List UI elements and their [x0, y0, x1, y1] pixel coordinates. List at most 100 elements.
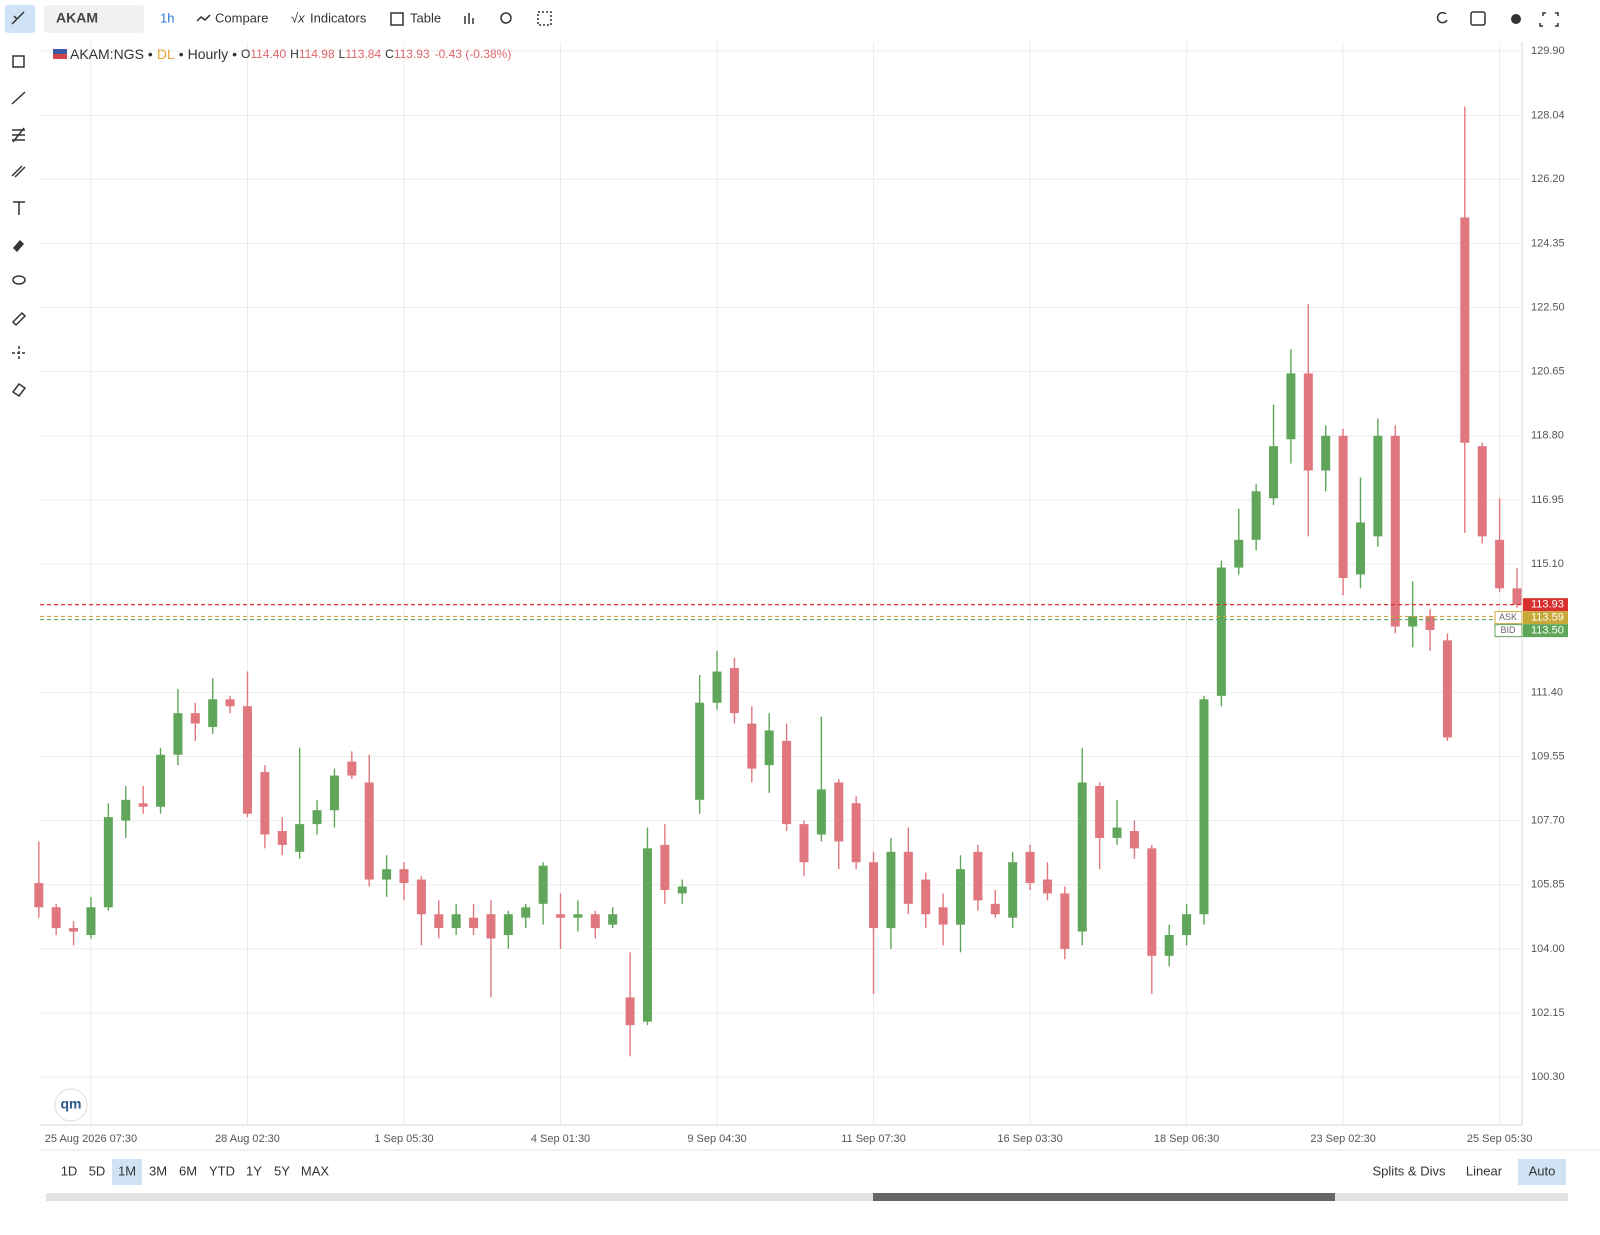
crosshair-tool[interactable]: [12, 346, 26, 360]
candle-body: [34, 883, 44, 908]
fib-tool[interactable]: [12, 127, 25, 143]
x-tick-label: 4 Sep 01:30: [531, 1133, 590, 1145]
y-tick-label: 102.15: [1531, 1007, 1565, 1019]
range-button[interactable]: 5Y: [274, 1163, 290, 1178]
candle-body: [103, 817, 113, 908]
range-button[interactable]: 1M: [118, 1163, 136, 1178]
range-button[interactable]: YTD: [209, 1163, 235, 1178]
candle-body: [1199, 699, 1209, 915]
y-tick-label: 122.50: [1531, 301, 1565, 313]
range-button[interactable]: MAX: [301, 1163, 330, 1178]
symbol-text: AKAM: [56, 10, 98, 26]
price-tag-name-box: [1494, 611, 1523, 625]
price-tag-label: 113.59: [1531, 612, 1564, 624]
fit-button[interactable]: [537, 11, 552, 26]
candle-body: [625, 997, 635, 1026]
compare-button[interactable]: Compare: [215, 10, 268, 25]
range-button[interactable]: 1D: [61, 1163, 78, 1178]
interval-button[interactable]: 1h: [160, 10, 174, 25]
price-tag-label: 113.93: [1531, 599, 1564, 611]
refresh-button[interactable]: [1436, 11, 1448, 24]
legend-separator: •: [232, 46, 237, 62]
candle-body: [729, 668, 739, 714]
candle-body: [138, 803, 148, 807]
candle-body: [51, 907, 61, 929]
candle-body: [1129, 831, 1139, 849]
candle-body: [712, 671, 722, 703]
y-tick-label: 105.85: [1531, 879, 1565, 891]
zoom-button[interactable]: [500, 12, 512, 24]
table-button[interactable]: Table: [410, 10, 441, 25]
rect-tool[interactable]: [12, 55, 25, 68]
y-tick-label: 109.55: [1531, 750, 1565, 762]
top-toolbar: AKAM 1h Compare √x Indicators Table: [5, 5, 1559, 33]
x-tick-label: 23 Sep 02:30: [1310, 1133, 1375, 1145]
candle-body: [1112, 827, 1122, 838]
candle-body: [990, 903, 1000, 915]
scale-button[interactable]: Linear: [1466, 1163, 1503, 1178]
candle-body: [329, 775, 339, 811]
candle-body: [1286, 373, 1296, 440]
candle-body: [1216, 567, 1226, 696]
text-tool[interactable]: [13, 201, 25, 215]
y-tick-label: 107.70: [1531, 815, 1565, 827]
line-tool[interactable]: [11, 91, 26, 105]
candle-body: [225, 699, 235, 707]
candle-body: [86, 907, 96, 936]
y-tick-label: 104.00: [1531, 943, 1565, 955]
x-tick-label: 25 Aug 2026 07:30: [45, 1133, 137, 1145]
scrollbar-track[interactable]: [46, 1193, 1568, 1201]
candle-body: [1042, 879, 1052, 894]
range-button[interactable]: 3M: [149, 1163, 167, 1178]
candle-body: [1060, 893, 1070, 949]
chart-type-button[interactable]: [464, 13, 474, 24]
logo-badge: [54, 1088, 88, 1122]
logo: qm: [61, 1096, 82, 1112]
visibility-tool[interactable]: [12, 275, 26, 285]
candle-body: [1338, 435, 1348, 578]
range-button[interactable]: 5D: [89, 1163, 106, 1178]
brush-tool[interactable]: [11, 311, 27, 327]
scale-button[interactable]: Auto: [1529, 1163, 1556, 1178]
candle-body: [1303, 373, 1313, 471]
settings-button[interactable]: [1511, 14, 1521, 24]
indicators-button[interactable]: Indicators: [310, 10, 367, 25]
magnet-tool[interactable]: [11, 382, 27, 398]
legend-change: -0.43 (-0.38%): [435, 47, 512, 61]
symbol-input[interactable]: [44, 5, 144, 33]
candle-body: [69, 928, 79, 932]
footer: 1D 5D 1M 3M 6M YTD 1Y 5Y MAX Splits & Divs Linear A…: [61, 1159, 1566, 1185]
candle-body: [538, 865, 548, 904]
left-toolbar: [11, 55, 27, 398]
price-tag: [1523, 598, 1568, 612]
candle-body: [521, 907, 531, 918]
y-tick-label: 111.40: [1531, 686, 1563, 698]
y-tick-label: 128.04: [1531, 109, 1565, 121]
candle-body: [208, 699, 218, 728]
indicators-icon: √x: [291, 10, 305, 25]
fullscreen-button[interactable]: [1539, 12, 1559, 27]
candle-body: [312, 810, 322, 825]
channel-tool[interactable]: [11, 165, 26, 178]
range-button[interactable]: 1Y: [246, 1163, 262, 1178]
price-tag: [1523, 624, 1568, 638]
candle-body: [382, 869, 392, 880]
scale-button[interactable]: Splits & Divs: [1373, 1163, 1446, 1178]
candle-body: [677, 886, 687, 894]
legend-value: 114.40: [250, 47, 286, 61]
candle-body: [816, 789, 826, 835]
candle-body: [1321, 435, 1331, 471]
x-tick-label: 18 Sep 06:30: [1154, 1133, 1219, 1145]
candle-body: [556, 914, 566, 918]
scrollbar-thumb[interactable]: [873, 1193, 1335, 1201]
candle-body: [277, 831, 287, 845]
x-tick-label: 16 Sep 03:30: [997, 1133, 1062, 1145]
scale-selected-bg: [1518, 1159, 1566, 1185]
draw-mode-button[interactable]: [5, 5, 35, 33]
candle-body: [834, 782, 844, 842]
eraser-tool[interactable]: [13, 240, 24, 252]
range-button[interactable]: 6M: [179, 1163, 197, 1178]
screenshot-button[interactable]: [1470, 11, 1486, 26]
price-tag: [1523, 611, 1568, 625]
